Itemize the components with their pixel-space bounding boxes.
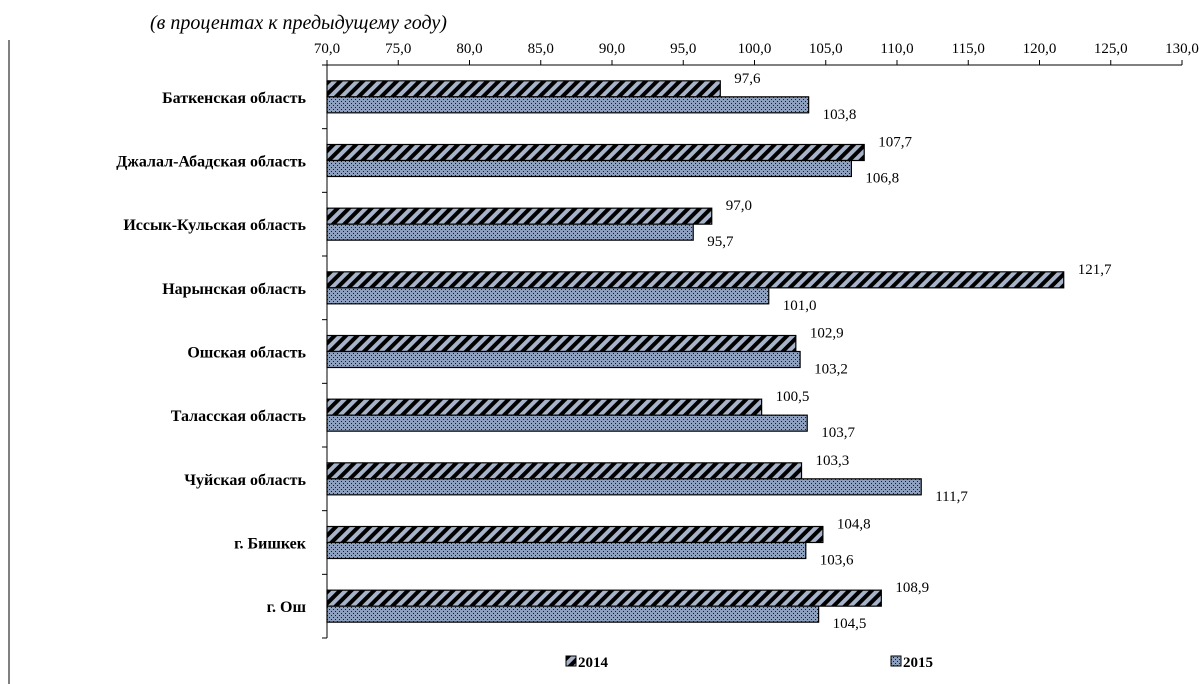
data-label: 103,3 [816,453,850,469]
x-tick-label: 90,0 [599,41,625,57]
x-tick-label: 95,0 [670,41,696,57]
legend-label: 2015 [903,655,933,671]
category-label: г. Бишкек [234,536,307,553]
data-label: 106,8 [865,171,899,187]
data-label: 95,7 [707,234,734,250]
data-label: 103,6 [820,553,854,569]
data-label: 102,9 [810,326,844,342]
bar-2014 [326,525,824,544]
bar-2015 [326,478,922,496]
x-tick-label: 105,0 [809,41,843,57]
data-label: 103,2 [814,362,848,378]
category-label: Таласская область [171,408,307,425]
category-label: Чуйская область [184,472,306,489]
category-label: Баткенская область [162,90,306,107]
x-tick-label: 115,0 [952,41,985,57]
x-tick-label: 75,0 [385,41,411,57]
category-label: Джалал-Абадская область [116,154,306,171]
data-label: 111,7 [935,489,968,505]
x-axis: 70,0 75,0 80,0 85,0 90,0 95,0 100,0 105,0 110,0 1… [314,41,1199,639]
bar-2014 [326,143,865,162]
bar-2014 [326,398,763,416]
category-label: г. Ош [267,599,307,616]
data-label: 104,5 [833,616,867,632]
data-label: 103,7 [821,425,855,441]
data-label: 107,7 [878,135,912,151]
x-tick-label: 110,0 [880,41,913,57]
bar-2014 [326,334,797,353]
legend: 2014 2015 [565,655,933,671]
data-label: 103,8 [823,107,857,123]
bar-2015 [326,541,807,560]
x-tick-label: 80,0 [456,41,482,57]
bar-2015 [326,414,808,432]
bar-2014 [326,271,1065,289]
value-labels: 97,6 103,8 107,7 106,8 97,0 95,7 121,7 101,0 102… [707,71,1112,632]
category-labels: Баткенская область Джалал-Абадская област… [116,90,307,616]
x-tick-label: 120,0 [1023,41,1057,57]
x-tick-label: 125,0 [1094,41,1128,57]
category-label: Иссык-Кульская область [123,217,306,234]
bar-2014 [326,462,803,480]
legend-label: 2014 [578,655,609,671]
data-label: 121,7 [1078,262,1112,278]
bar-2015 [326,605,820,623]
x-tick-label: 85,0 [528,41,554,57]
x-tick-label: 130,0 [1165,41,1199,57]
bar-2014 [326,589,882,607]
data-label: 108,9 [895,580,929,596]
category-label: Нарынская область [162,281,306,298]
bar-2015 [326,287,770,305]
bar-2015 [326,350,801,369]
bars [326,80,1065,623]
legend-swatch [890,655,902,667]
data-label: 100,5 [776,389,810,405]
bar-2015 [326,223,694,241]
data-label: 101,0 [783,298,817,314]
bar-2015 [326,96,810,114]
chart-subtitle: (в процентах к предыдущему году) [150,12,447,34]
bar-2014 [326,207,713,225]
bar-2014 [326,80,721,98]
legend-swatch [565,655,577,667]
bar-2015 [326,159,853,178]
data-label: 104,8 [837,517,871,533]
category-label: Ошская область [187,345,306,362]
x-tick-label: 100,0 [738,41,772,57]
data-label: 97,0 [726,198,752,214]
x-tick-label: 70,0 [314,41,340,57]
data-label: 97,6 [734,71,761,87]
